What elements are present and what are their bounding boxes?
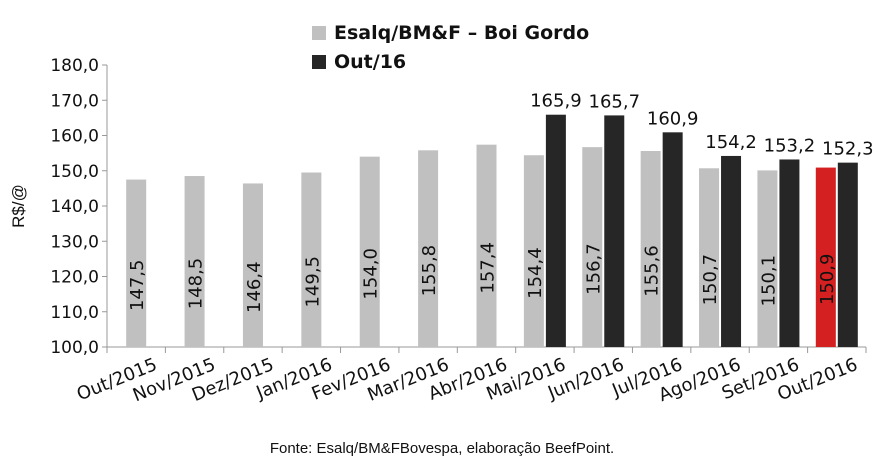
bar-series-1: [699, 168, 720, 347]
y-tick-label: 160,0: [50, 127, 99, 147]
data-label-series-1: 154,4: [525, 247, 546, 299]
bar-series-2: [604, 115, 625, 347]
bar-series-1: [476, 144, 497, 347]
data-label-series-1: 157,4: [478, 242, 499, 294]
data-label-series-2: 152,3: [822, 139, 874, 160]
bar-series-1: [757, 170, 778, 347]
legend-label-series-2: Out/16: [334, 50, 407, 73]
y-tick-label: 120,0: [50, 268, 99, 288]
legend-item-series-1: Esalq/BM&F – Boi Gordo: [312, 18, 589, 47]
y-tick-label: 180,0: [50, 56, 99, 76]
bar-series-2: [662, 132, 683, 347]
legend-label-series-1: Esalq/BM&F – Boi Gordo: [334, 21, 590, 44]
data-label-series-1: 155,8: [419, 245, 440, 297]
data-label-series-1: 154,0: [361, 248, 382, 300]
data-label-series-1: 156,7: [583, 243, 604, 295]
bar-series-1: [418, 150, 439, 347]
bar-series-2: [779, 159, 800, 347]
data-label-series-1: 150,7: [700, 254, 721, 306]
bar-series-1: [126, 179, 147, 347]
data-label-series-2: 160,9: [647, 108, 699, 129]
bar-series-1: [640, 151, 661, 347]
bar-series-2: [721, 155, 742, 347]
legend-swatch-series-2: [312, 54, 326, 69]
bar-series-2: [837, 162, 858, 347]
legend-swatch-series-1: [312, 25, 326, 40]
data-label-series-1: 149,5: [302, 256, 323, 308]
bar-series-1: [242, 183, 263, 347]
data-label-series-2: 165,7: [589, 91, 641, 112]
bar-series-1: [301, 172, 322, 347]
y-tick-label: 140,0: [50, 197, 99, 217]
legend-item-series-2: Out/16: [312, 47, 589, 76]
data-label-series-1: 146,4: [244, 261, 265, 313]
data-label-series-1: 150,9: [817, 254, 838, 306]
data-label-series-2: 154,2: [705, 132, 757, 153]
y-tick-label: 110,0: [50, 303, 99, 323]
bar-series-1: [359, 156, 380, 347]
y-tick-label: 170,0: [50, 91, 99, 111]
data-label-series-1: 147,5: [127, 260, 148, 312]
bar-series-1: [815, 167, 836, 347]
data-label-series-1: 148,5: [186, 258, 207, 310]
y-tick-label: 150,0: [50, 162, 99, 182]
chart-legend: Esalq/BM&F – Boi Gordo Out/16: [312, 18, 589, 76]
data-label-series-1: 150,1: [758, 255, 779, 307]
y-tick-label: 100,0: [50, 338, 99, 358]
bar-series-1: [582, 147, 603, 347]
bar-series-1: [184, 176, 205, 347]
bar-series-1: [523, 155, 544, 347]
y-tick-label: 130,0: [50, 232, 99, 252]
bar-series-2: [545, 114, 566, 347]
y-axis-label: R$/@: [9, 184, 28, 228]
data-label-series-2: 153,2: [764, 135, 816, 156]
data-label-series-2: 165,9: [530, 91, 582, 112]
data-label-series-1: 155,6: [642, 245, 663, 297]
source-note: Fonte: Esalq/BM&FBovespa, elaboração Bee…: [269, 440, 615, 457]
